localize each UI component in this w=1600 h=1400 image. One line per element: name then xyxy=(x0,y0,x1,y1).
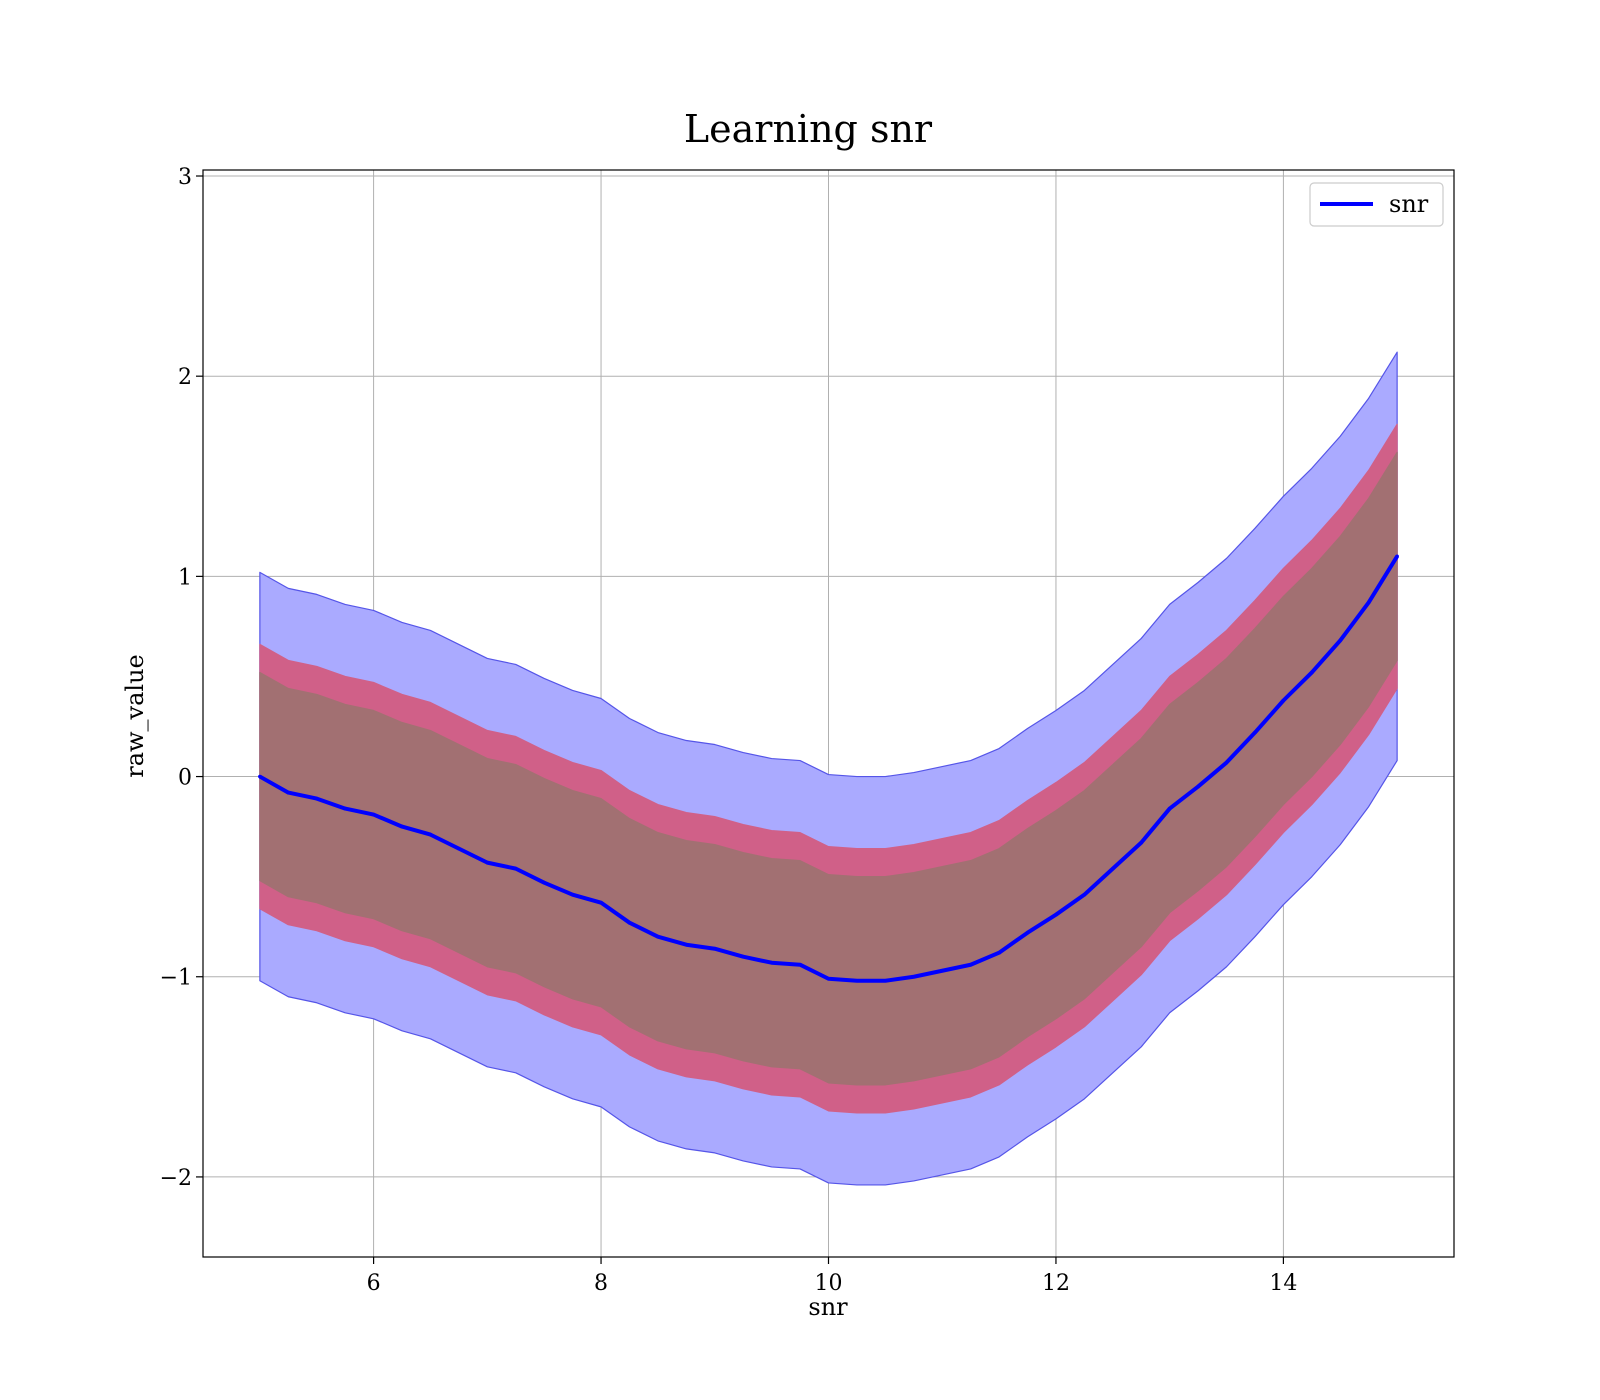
y-tick-label: 2 xyxy=(178,365,192,390)
series-point-snr xyxy=(457,846,461,851)
series-point-snr xyxy=(769,960,774,965)
y-tick-label: 3 xyxy=(178,165,192,190)
y-tick-label: −1 xyxy=(160,966,192,991)
series-point-snr xyxy=(314,796,319,801)
series-point-snr xyxy=(1281,698,1286,703)
series-lines xyxy=(258,554,1399,983)
series-point-snr xyxy=(855,978,859,983)
series-point-snr xyxy=(798,962,802,967)
series-point-snr xyxy=(428,832,433,837)
series-point-snr xyxy=(627,920,632,925)
series-point-snr xyxy=(1366,600,1371,605)
confidence-bands xyxy=(259,351,1398,1186)
series-point-snr xyxy=(258,774,262,779)
series-point-snr xyxy=(997,950,1001,955)
series-point-snr xyxy=(286,790,291,795)
series-point-snr xyxy=(400,824,404,829)
series-point-snr xyxy=(940,968,945,973)
series-point-snr xyxy=(1111,866,1115,871)
x-tick-label: 6 xyxy=(367,1271,381,1296)
x-tick-label: 14 xyxy=(1269,1271,1297,1296)
series-point-snr xyxy=(542,880,546,885)
y-tick-label: 0 xyxy=(178,766,192,791)
series-point-snr xyxy=(1082,892,1087,897)
series-point-snr xyxy=(1310,670,1314,675)
series-point-snr xyxy=(684,942,689,947)
legend: snr xyxy=(1309,182,1444,227)
chart-title: Learning snr xyxy=(684,107,933,151)
series-point-snr xyxy=(656,934,660,939)
series-point-snr xyxy=(1338,638,1343,643)
series-point-snr xyxy=(513,866,518,871)
y-tick-label: −2 xyxy=(160,1166,192,1191)
x-tick-label: 12 xyxy=(1042,1271,1070,1296)
x-tick-label: 10 xyxy=(815,1271,843,1296)
series-point-snr xyxy=(1224,760,1229,765)
inner-band xyxy=(259,451,1398,1086)
series-point-snr xyxy=(485,860,490,865)
series-point-snr xyxy=(1196,784,1200,789)
series-point-snr xyxy=(826,976,831,981)
series-point-snr xyxy=(1054,912,1058,917)
series-point-snr xyxy=(599,900,603,905)
series-point-snr xyxy=(1253,730,1257,735)
series-point-snr xyxy=(1139,840,1144,845)
x-tick-label: 8 xyxy=(594,1271,608,1296)
series-point-snr xyxy=(371,812,376,817)
series-point-snr xyxy=(712,946,717,951)
series-point-snr xyxy=(911,974,916,979)
y-tick-label: 1 xyxy=(178,565,192,590)
legend-box xyxy=(1309,182,1444,227)
series-point-snr xyxy=(570,892,575,897)
series-point-snr xyxy=(883,978,888,983)
x-axis-label: snr xyxy=(808,1293,848,1321)
series-point-snr xyxy=(1167,806,1172,811)
series-point-snr xyxy=(1395,554,1399,559)
series-point-snr xyxy=(1025,930,1030,935)
series-point-snr xyxy=(741,954,746,959)
legend-label-snr: snr xyxy=(1389,190,1429,218)
y-axis-label: raw_value xyxy=(121,654,149,778)
series-point-snr xyxy=(343,806,347,811)
series-point-snr xyxy=(968,962,973,967)
